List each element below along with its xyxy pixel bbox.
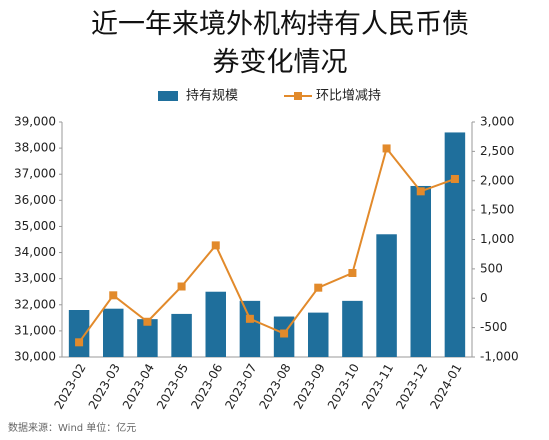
legend-label: 持有规模 bbox=[186, 89, 238, 104]
y-tick-label: 39,000 bbox=[14, 115, 56, 129]
bar bbox=[171, 313, 192, 357]
y-tick-label: 1,000 bbox=[480, 232, 514, 246]
y-tick-label: 35,000 bbox=[14, 219, 56, 233]
y-tick-label: -1,000 bbox=[480, 350, 519, 364]
point bbox=[109, 291, 118, 300]
x-tick-label: 2023-04 bbox=[120, 361, 157, 411]
y-tick-label: 32,000 bbox=[14, 297, 56, 311]
legend-swatch bbox=[158, 91, 178, 101]
x-tick-label: 2023-08 bbox=[257, 361, 294, 411]
y-tick-label: 30,000 bbox=[14, 350, 56, 364]
y-tick-label: 2,000 bbox=[480, 173, 514, 187]
line bbox=[78, 146, 456, 343]
bar bbox=[308, 312, 329, 357]
y-tick-label: 500 bbox=[480, 261, 503, 275]
legend-swatch bbox=[294, 92, 302, 100]
x-tick-label: 2023-10 bbox=[325, 361, 362, 411]
bar bbox=[342, 300, 363, 357]
bar bbox=[410, 185, 431, 357]
bar bbox=[205, 291, 226, 357]
y-tick-label: 33,000 bbox=[14, 271, 56, 285]
y-tick-label: 3,000 bbox=[480, 115, 514, 129]
point bbox=[280, 329, 289, 338]
x-tick-label: 2023-07 bbox=[222, 361, 259, 411]
point bbox=[75, 338, 84, 347]
y-tick-label: 1,500 bbox=[480, 203, 514, 217]
legend-label: 环比增减持 bbox=[316, 89, 381, 104]
point bbox=[143, 317, 152, 326]
x-tick-label: 2023-09 bbox=[291, 361, 328, 411]
bar bbox=[137, 319, 158, 357]
y-tick-label: 0 bbox=[480, 291, 488, 305]
source-note: 数据来源：Wind 单位：亿元 bbox=[8, 421, 136, 434]
x-tick-label: 2023-06 bbox=[188, 361, 225, 411]
y-tick-label: 31,000 bbox=[14, 323, 56, 337]
x-tick-label: 2023-12 bbox=[393, 361, 430, 411]
y-tick-label: 34,000 bbox=[14, 245, 56, 259]
chart-title: 近一年来境外机构持有人民币债券变化情况 bbox=[91, 9, 469, 78]
x-tick-label: 2024-01 bbox=[427, 361, 464, 411]
x-tick-label: 2023-05 bbox=[154, 361, 191, 411]
y-tick-label: 2,500 bbox=[480, 144, 514, 158]
point bbox=[382, 144, 391, 153]
x-tick-label: 2023-03 bbox=[86, 361, 123, 411]
point bbox=[416, 187, 425, 196]
y-tick-label: -500 bbox=[480, 320, 507, 334]
point bbox=[211, 241, 220, 250]
bar bbox=[103, 308, 124, 357]
x-tick-label: 2023-02 bbox=[52, 361, 89, 411]
point bbox=[177, 282, 186, 291]
bar bbox=[376, 234, 397, 357]
point bbox=[245, 314, 254, 323]
bar bbox=[239, 300, 261, 357]
point bbox=[348, 268, 357, 277]
bar bbox=[68, 310, 90, 357]
bar bbox=[444, 132, 466, 357]
x-tick-label: 2023-11 bbox=[359, 361, 396, 411]
point bbox=[314, 283, 323, 292]
y-tick-label: 36,000 bbox=[14, 193, 56, 207]
point bbox=[450, 174, 459, 183]
y-tick-label: 38,000 bbox=[14, 141, 56, 155]
y-tick-label: 37,000 bbox=[14, 167, 56, 181]
